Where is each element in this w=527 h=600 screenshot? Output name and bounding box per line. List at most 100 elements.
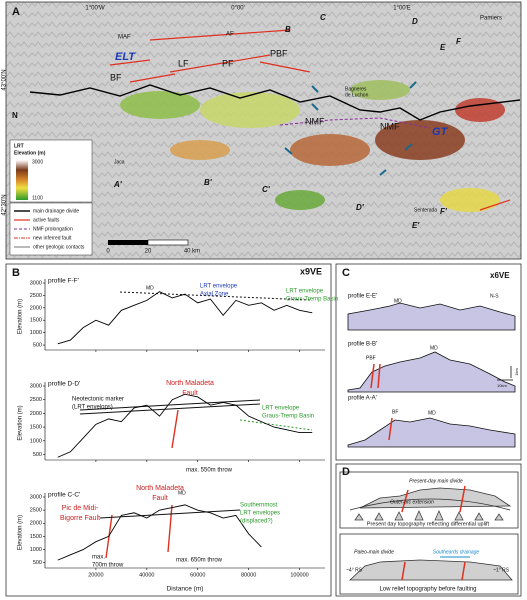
label: F': [440, 207, 448, 216]
scale-bar: [108, 240, 148, 245]
panel-label: D: [342, 466, 350, 478]
y-tick-label: 1000: [30, 547, 42, 553]
axis-title: Elevation (m): [18, 299, 24, 334]
label: Outer-arc extension: [390, 499, 434, 505]
label: MD: [428, 410, 436, 416]
label: GT: [432, 126, 449, 138]
label: Fault: [152, 495, 168, 502]
panel-c-profiles: [347, 302, 516, 448]
label: North Maladeta: [136, 485, 184, 492]
label: LRT envelopes: [240, 511, 280, 517]
y-tick-label: 3000: [30, 494, 42, 500]
y-tick-label: 1500: [30, 534, 42, 540]
label: Elevation (m): [14, 150, 46, 156]
y-tick-label: 500: [33, 452, 42, 458]
y-tick-label: 1000: [30, 438, 42, 444]
panel-d-diagrams: [339, 471, 519, 595]
label: 10km: [497, 383, 507, 388]
x-tick-label: 60000: [190, 572, 205, 578]
label: Present-day main divide: [409, 478, 463, 484]
label: 3000: [32, 159, 43, 165]
label: ~4° RS: [346, 567, 363, 573]
y-tick-label: 1000: [30, 330, 42, 336]
x-tick-label: 20000: [88, 572, 103, 578]
label: NMF: [380, 121, 400, 131]
label: max.: [92, 555, 105, 561]
legend-label: new inferred fault: [33, 235, 72, 241]
label: max. 650m throw: [176, 558, 223, 564]
label: Neotectonic marker: [72, 397, 124, 403]
label: F: [456, 37, 462, 46]
label: 0°00': [231, 6, 245, 12]
label: 1km: [514, 368, 519, 376]
label: Graus-Tremp Basin: [262, 414, 314, 420]
label: C: [320, 13, 326, 22]
elevation-ramp: [16, 160, 28, 200]
x-tick-label: 80000: [241, 572, 256, 578]
y-tick-label: 3000: [30, 280, 42, 286]
label: x6VE: [490, 271, 510, 280]
legend-label: NMF prolongation: [33, 226, 73, 232]
elevation-patches: [120, 80, 505, 212]
label: LRT envelope: [200, 284, 238, 290]
label: BF: [392, 409, 398, 415]
label: 1°00'W: [85, 6, 105, 12]
label: PBF: [270, 48, 288, 58]
x-tick-label: 40000: [139, 572, 154, 578]
label: Senterada: [414, 207, 437, 213]
legend-label: main drainage divide: [33, 208, 79, 214]
label: E: [440, 43, 446, 52]
label: max. 550m throw: [186, 468, 233, 474]
label: ~1° RS: [493, 567, 510, 573]
profile-title: profile C-C': [48, 492, 80, 499]
profile-title: profile F-F': [48, 278, 79, 285]
label: 20: [145, 249, 152, 255]
label: Graus-Tremp Basin: [286, 297, 338, 303]
label: A': [113, 180, 123, 189]
main-divide: [29, 84, 521, 121]
label: MD: [146, 285, 154, 291]
y-tick-label: 1500: [30, 318, 42, 324]
label: MAF: [118, 35, 131, 41]
label: 1°00'E: [393, 6, 411, 12]
y-tick-label: 3000: [30, 383, 42, 389]
label: profile A-A': [348, 396, 377, 402]
legend-label: active faults: [33, 217, 60, 223]
label: D: [412, 17, 418, 26]
label: BF: [110, 72, 122, 82]
label: LRT: [14, 143, 24, 149]
label: C': [262, 185, 271, 194]
x-tick-label: 100000: [290, 572, 308, 578]
label: Present day topography reflecting differ…: [367, 521, 490, 527]
panel-label: A: [12, 6, 20, 18]
label: 43°00'N: [2, 69, 8, 90]
label: 40 km: [184, 249, 200, 255]
label: Southernmost: [240, 503, 278, 509]
label: LRT envelope: [262, 406, 300, 412]
y-tick-label: 2000: [30, 305, 42, 311]
label: 700m throw: [92, 563, 124, 569]
label: Southeards drainage: [433, 549, 480, 555]
label: MD: [394, 298, 402, 304]
label: de Luchon: [345, 92, 369, 98]
label: 42°30'N: [2, 194, 8, 215]
label: Pamiers: [480, 16, 502, 22]
axis-title: Distance (m): [167, 586, 204, 593]
y-tick-label: 500: [33, 342, 42, 348]
label: Axial Zone: [200, 292, 229, 298]
scale-bar: [147, 239, 189, 246]
label: LF: [178, 58, 189, 68]
label: North Maladeta: [166, 380, 214, 387]
label: profile E-E': [348, 294, 377, 300]
axis-title: Elevation (m): [18, 515, 24, 550]
label: E': [412, 221, 420, 230]
label: N: [12, 111, 18, 120]
label: (displaced?): [240, 519, 273, 525]
y-tick-label: 2500: [30, 508, 42, 514]
panel-label: C: [342, 267, 350, 279]
label: LRT envelope: [286, 289, 324, 295]
label: NMF: [305, 116, 325, 126]
label: Bigorre Fault: [60, 515, 100, 522]
y-tick-label: 2000: [30, 521, 42, 527]
